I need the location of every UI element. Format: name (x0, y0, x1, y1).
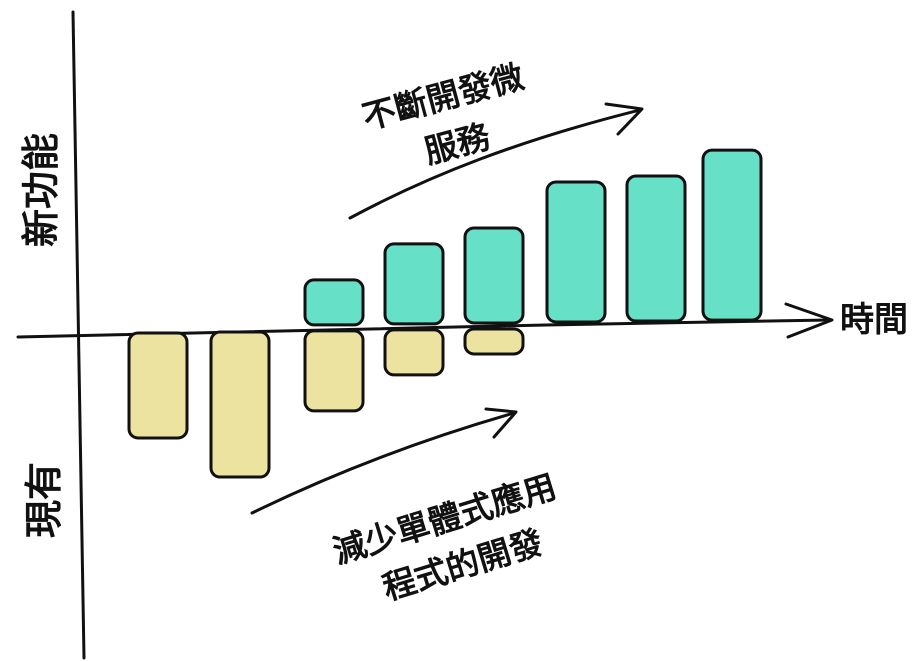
existing-bar (463, 327, 525, 356)
new-feature-bar (701, 148, 763, 322)
new-feature-bar (463, 226, 525, 325)
upper-annotation-line-1: 不斷開發微 (358, 57, 527, 137)
bars-group (127, 148, 763, 479)
vertical-axis (71, 10, 86, 660)
lower-trend-arrow (250, 411, 516, 515)
new-feature-bar (625, 174, 687, 323)
new-feature-bar (383, 242, 445, 326)
lower-trend-arrowhead (484, 407, 518, 439)
time-axis-arrowhead (784, 302, 834, 339)
new-feature-bar (545, 180, 607, 324)
new-feature-bar (303, 278, 365, 327)
existing-bar (209, 330, 271, 479)
y-label-existing: 現有 (22, 462, 66, 538)
y-label-new-features: 新功能 (19, 133, 63, 247)
upper-trend-arrowhead (604, 102, 644, 136)
x-axis-label: 時間 (840, 300, 908, 340)
existing-bar (127, 331, 189, 440)
upper-trend-arrow (348, 108, 642, 220)
existing-bar (383, 328, 445, 377)
upper-annotation-line-2: 服務 (420, 116, 495, 171)
existing-bar (303, 329, 365, 413)
time-axis (16, 318, 832, 339)
